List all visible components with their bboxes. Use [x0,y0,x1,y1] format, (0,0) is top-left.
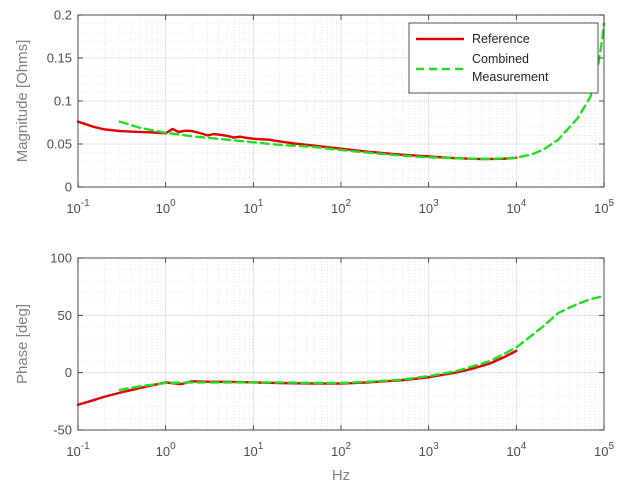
legend-box [408,22,599,94]
phase-xtick-label: 100 [156,441,176,459]
phase-ytick-label: 100 [50,251,72,266]
magnitude-xtick-label: 104 [506,198,526,216]
phase-ytick-label: -50 [53,423,72,438]
tick-base: 10 [419,444,433,459]
legend-label-line: Combined [472,52,529,66]
tick-base: 10 [66,444,80,459]
magnitude-xtick-label: 102 [331,198,351,216]
legend-label-combined-measurement: Combined Measurement [472,52,549,84]
tick-exponent: 5 [608,441,614,452]
tick-base: 10 [331,201,345,216]
legend: Reference Combined Measurement [408,22,599,94]
magnitude-xtick-label: 105 [594,198,614,216]
phase-xtick-label: 10-1 [66,441,90,459]
phase-ytick-label: 50 [58,308,72,323]
phase-xlabel: Hz [332,467,350,484]
tick-base: 10 [506,201,520,216]
tick-base: 10 [594,444,608,459]
phase-xtick-label: 105 [594,441,614,459]
magnitude-ylabel: Magnitude [Ohms] [14,40,31,163]
magnitude-axes: 00.050.10.150.210-1 100 101 102 103 104 105Mag… [14,8,614,217]
magnitude-xtick-label: 103 [419,198,439,216]
magnitude-xtick-label: 100 [156,198,176,216]
phase-xtick-label: 104 [506,441,526,459]
phase-xtick-label: 102 [331,441,351,459]
phase-xtick-label: 103 [419,441,439,459]
tick-exponent: 1 [258,198,264,209]
tick-exponent: 1 [258,441,264,452]
phase-xtick-label: 101 [243,441,263,459]
magnitude-ytick-label: 0.15 [47,51,72,66]
tick-base: 10 [594,201,608,216]
magnitude-ytick-label: 0.2 [54,8,72,23]
tick-exponent: 2 [345,441,351,452]
legend-label-line: Measurement [472,70,549,84]
phase-ytick-label: 0 [65,365,72,380]
tick-exponent: 4 [521,441,527,452]
tick-exponent: -1 [81,441,90,452]
tick-base: 10 [243,201,257,216]
tick-base: 10 [156,444,170,459]
tick-exponent: 0 [170,198,176,209]
tick-exponent: 4 [521,198,527,209]
magnitude-xtick-label: 10-1 [66,198,90,216]
phase-ylabel: Phase [deg] [14,304,31,384]
tick-exponent: 2 [345,198,351,209]
tick-base: 10 [506,444,520,459]
tick-base: 10 [156,201,170,216]
magnitude-ytick-label: 0.1 [54,94,72,109]
legend-label-reference: Reference [472,32,530,46]
tick-exponent: 3 [433,441,439,452]
tick-base: 10 [331,444,345,459]
phase-series-combined-measurement-line [118,294,606,392]
magnitude-series-combined-measurement-line [118,22,606,161]
tick-base: 10 [243,444,257,459]
tick-base: 10 [66,201,80,216]
tick-base: 10 [419,201,433,216]
tick-exponent: 5 [608,198,614,209]
magnitude-xtick-label: 101 [243,198,263,216]
magnitude-ytick-label: 0.05 [47,137,72,152]
magnitude-ytick-label: 0 [65,180,72,195]
tick-exponent: 0 [170,441,176,452]
tick-exponent: 3 [433,198,439,209]
tick-exponent: -1 [81,198,90,209]
